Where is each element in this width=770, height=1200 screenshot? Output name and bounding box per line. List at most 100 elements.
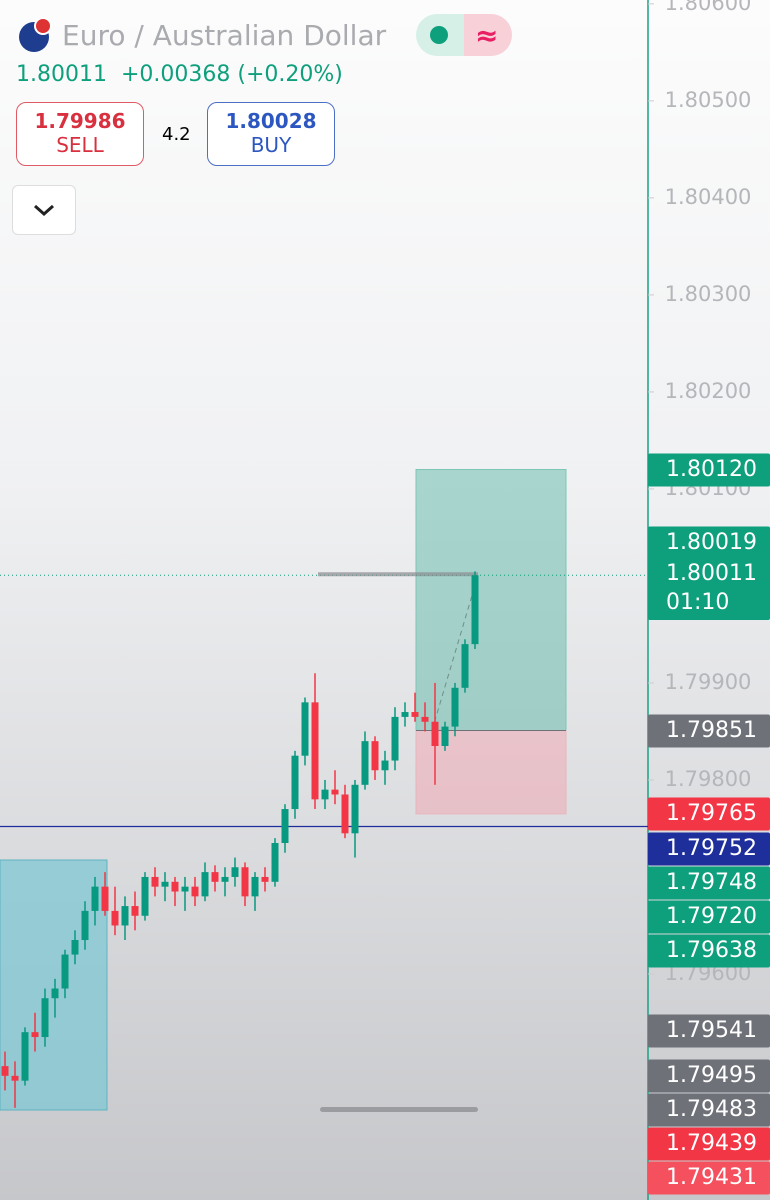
price-badge [648,866,770,900]
sell-label: SELL [56,133,104,157]
price-badge-label: 1.79752 [666,836,757,861]
price-badge [648,797,770,831]
candle-body [451,687,459,727]
y-tick-label: 1.80600 [665,0,752,15]
status-pill[interactable]: ≈ [416,14,513,56]
candle-body [61,954,69,989]
buy-label: BUY [250,133,292,157]
y-tick-label: 1.80500 [665,88,752,112]
take-profit-zone [415,469,567,731]
price-badge [648,714,770,748]
candle-body [31,1032,39,1038]
candle-body [221,876,229,882]
price-badge-label: 1.79541 [666,1018,757,1043]
price-badge-label: 1.79720 [666,904,757,929]
candle-body [151,876,159,887]
candle-body [131,906,139,916]
price-badge [648,934,770,968]
y-tick-label: 1.79800 [665,767,752,791]
price-badge [648,900,770,934]
candle-body [111,910,119,926]
scroll-handle[interactable] [320,1107,478,1112]
candle-body [441,726,449,746]
candle-body [71,940,79,955]
y-tick-label: 1.80300 [665,282,752,306]
price-change: +0.00368 (+0.20%) [120,62,343,87]
candle-body [271,843,279,882]
candle-body [421,716,429,722]
buy-price: 1.80028 [225,109,317,133]
y-tick-label: 1.80400 [665,185,752,209]
candle-body [231,867,239,877]
symbol-row: Euro / Australian Dollar ≈ [16,14,513,56]
candle-body [401,712,409,717]
price-badge [648,1093,770,1127]
candle-body [41,998,49,1038]
candle-body [101,886,109,911]
price-badge-label: 1.79851 [666,718,757,743]
flag-icon [19,17,52,52]
price-badge [648,1161,770,1195]
candle-body [321,789,329,800]
candle-body [361,741,369,785]
y-tick-label: 1.80200 [665,379,752,403]
candle-body [281,809,289,844]
price-badge [648,1059,770,1093]
price-badge [648,526,770,560]
candle-body [331,789,339,795]
candle-body [11,1075,19,1081]
candle-body [311,702,319,800]
candle-body [291,755,299,810]
sell-price: 1.79986 [34,109,126,133]
price-badge-label: 1.79638 [666,938,757,963]
candle-body [411,712,419,717]
price-badge-label: 1.79431 [666,1165,757,1190]
price-badge [648,1014,770,1048]
price-badge-label: 1.79495 [666,1063,757,1088]
price-badge-label: 1.79483 [666,1097,757,1122]
candle-body [351,784,359,834]
candle-body [141,876,149,916]
zone-box [0,859,108,1111]
candle-body [431,721,439,746]
symbol-title: Euro / Australian Dollar [62,18,387,52]
candle-body [121,906,129,926]
spread: 4.2 [162,124,191,145]
candle-body [381,760,389,771]
price-badge-label: 1.80011 [666,561,757,586]
buy-button[interactable]: 1.80028 BUY [207,102,335,166]
candle-body [461,644,469,688]
collapse-button[interactable] [12,185,76,235]
candle-body [201,872,209,897]
y-tick-label: 1.79900 [665,670,752,694]
candle-body [21,1032,29,1081]
sell-button[interactable]: 1.79986 SELL [16,102,144,166]
price-badge-label: 1.79748 [666,870,757,895]
candle-body [171,881,179,892]
candle-body [471,575,479,645]
stop-loss-zone [415,729,567,815]
candle-body [391,716,399,761]
price-row: 1.80011 +0.00368 (+0.20%) [16,62,343,87]
candle-body [301,702,309,756]
price-badge-label: 1.80120 [666,457,757,482]
price-badge-label: 1.80019 [666,530,757,555]
candle-body [251,876,259,897]
price-badge [648,1127,770,1161]
candle-body [211,872,219,882]
candle-body [91,886,99,911]
price-badge [648,832,770,866]
price-badge [648,556,770,620]
candle-body [1,1066,9,1076]
price-badge-label: 1.79439 [666,1131,757,1156]
countdown-label: 01:10 [666,590,729,615]
price-badge [648,453,770,487]
candle-body [261,876,269,882]
candle-body [161,881,169,887]
last-price: 1.80011 [16,62,107,87]
candle-body [191,886,199,897]
candle-body [81,910,89,941]
candle-body [341,794,349,834]
